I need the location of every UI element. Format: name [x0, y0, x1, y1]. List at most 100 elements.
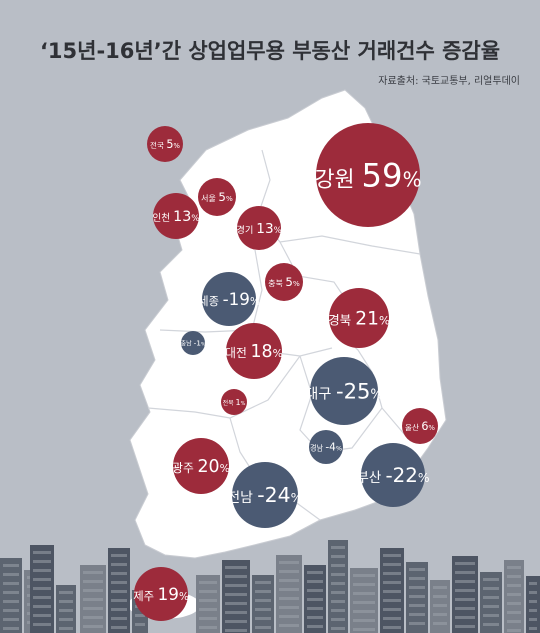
- building-window: [33, 578, 51, 581]
- building-window: [33, 560, 51, 563]
- bubble-label: 경북 21%: [328, 309, 390, 330]
- building-window: [507, 602, 521, 605]
- building-window: [433, 622, 447, 625]
- bubble-전남: 전남 -24%: [227, 462, 303, 528]
- region-value: 18: [251, 342, 273, 362]
- bubble-label: 대전 18%: [225, 342, 283, 362]
- building-window: [409, 613, 425, 616]
- building-window: [331, 582, 345, 585]
- bubble-부산: 부산 -22%: [356, 443, 430, 507]
- building-window: [331, 600, 345, 603]
- region-name: 경남: [310, 444, 325, 453]
- building-window: [83, 571, 103, 574]
- building-window: [33, 551, 51, 554]
- bubble-label: 제주 19%: [133, 584, 189, 604]
- region-name: 전북: [223, 399, 236, 407]
- building-window: [331, 564, 345, 567]
- bubble-label: 강원 59%: [314, 156, 421, 194]
- building-window: [455, 580, 475, 583]
- building-window: [455, 616, 475, 619]
- building-window: [59, 600, 73, 603]
- building-window: [111, 608, 127, 611]
- bubble-mark: [361, 443, 425, 507]
- bubble-label: 충남 -1%: [181, 339, 206, 348]
- bubble-mark: [173, 438, 229, 494]
- building-window: [383, 581, 401, 584]
- region-value: 13: [256, 221, 273, 237]
- region-name: 강원: [314, 167, 361, 192]
- region-unit: %: [403, 167, 422, 191]
- building-window: [353, 628, 375, 631]
- building-window: [83, 616, 103, 619]
- bubble-충남: 충남 -1%: [181, 331, 206, 355]
- building-window: [383, 590, 401, 593]
- region-name: 전국: [150, 140, 166, 150]
- region-unit: %: [418, 471, 430, 485]
- bubble-label: 대구 -25%: [305, 378, 383, 403]
- building-window: [331, 546, 345, 549]
- bubble-광주: 광주 20%: [172, 438, 230, 494]
- bubble-mark: [265, 263, 303, 301]
- building: [350, 568, 378, 633]
- building-window: [111, 626, 127, 629]
- region-unit: %: [201, 342, 206, 348]
- bubble-mark: [402, 408, 438, 444]
- building-window: [3, 573, 19, 576]
- bubble-강원: 강원 59%: [314, 123, 422, 227]
- building-window: [383, 626, 401, 629]
- bubble-mark: [310, 357, 378, 425]
- building-window: [529, 627, 537, 630]
- region-value: 1: [236, 398, 241, 407]
- region-unit: %: [293, 279, 300, 288]
- region-value: -22: [385, 464, 417, 487]
- building-window: [529, 609, 537, 612]
- building-window: [307, 607, 323, 610]
- region-unit: %: [191, 214, 199, 224]
- building-window: [331, 627, 345, 630]
- bubble-label: 경기 13%: [236, 221, 281, 237]
- region-unit: %: [179, 591, 189, 603]
- building-window: [59, 609, 73, 612]
- bubble-울산: 울산 6%: [402, 408, 438, 444]
- building-window: [307, 580, 323, 583]
- building-window: [483, 596, 499, 599]
- region-name: 전남: [227, 490, 257, 506]
- building-window: [383, 599, 401, 602]
- bubble-mark: [198, 178, 236, 216]
- region-name: 대구: [305, 385, 336, 402]
- region-value: -24: [257, 483, 290, 507]
- building-window: [383, 608, 401, 611]
- bubble-충북: 충북 5%: [265, 263, 303, 301]
- building-window: [455, 598, 475, 601]
- building-window: [59, 618, 73, 621]
- building: [196, 575, 220, 633]
- region-name: 대전: [225, 346, 250, 360]
- building-window: [3, 591, 19, 594]
- region-unit: %: [226, 194, 233, 203]
- building-window: [507, 584, 521, 587]
- city-skyline: [0, 540, 540, 633]
- building-window: [383, 572, 401, 575]
- building-window: [279, 624, 299, 627]
- building-window: [111, 581, 127, 584]
- bubble-label: 경남 -4%: [310, 442, 342, 454]
- building-window: [59, 591, 73, 594]
- building-window: [225, 584, 247, 587]
- building-window: [3, 600, 19, 603]
- region-unit: %: [291, 490, 303, 505]
- building-window: [255, 590, 271, 593]
- region-name: 제주: [133, 589, 157, 603]
- building: [276, 555, 302, 633]
- bubble-label: 울산 6%: [405, 420, 435, 433]
- region-name: 부산: [356, 470, 385, 486]
- building-window: [279, 588, 299, 591]
- building-window: [409, 577, 425, 580]
- region-unit: %: [273, 347, 283, 360]
- bubble-label: 전국 5%: [150, 138, 180, 151]
- region-unit: %: [274, 225, 282, 235]
- building-window: [409, 568, 425, 571]
- building-window: [507, 575, 521, 578]
- building-window: [383, 617, 401, 620]
- region-unit: %: [428, 424, 435, 432]
